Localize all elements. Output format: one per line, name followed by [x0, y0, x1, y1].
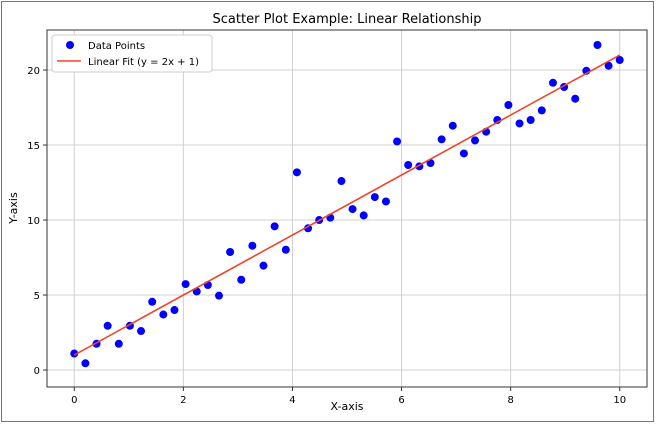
- x-tick-label: 4: [289, 395, 295, 406]
- data-point: [548, 78, 557, 87]
- data-point: [393, 137, 402, 146]
- data-point: [181, 280, 190, 289]
- y-tick-label: 10: [27, 216, 40, 227]
- data-point: [615, 56, 624, 64]
- y-tick-label: 5: [34, 291, 40, 302]
- data-point: [148, 297, 157, 306]
- data-point: [237, 275, 246, 284]
- legend: Data Points Linear Fit (y = 2x + 1): [51, 34, 213, 73]
- data-point: [259, 261, 268, 270]
- data-point: [381, 197, 390, 206]
- data-point: [537, 106, 546, 115]
- x-tick-label: 6: [398, 395, 404, 406]
- x-tick-label: 10: [613, 395, 626, 406]
- data-point: [404, 161, 413, 169]
- legend-label-data-points: Data Points: [88, 41, 145, 52]
- plot-area-border: [46, 29, 648, 388]
- y-tick-label: 15: [27, 141, 40, 152]
- data-point: [370, 193, 379, 202]
- data-point: [137, 327, 146, 336]
- data-point: [437, 135, 446, 144]
- data-point: [359, 211, 368, 220]
- data-point: [571, 94, 580, 103]
- data-point: [526, 116, 535, 124]
- data-point: [281, 245, 290, 254]
- x-tick-label: 2: [180, 395, 186, 406]
- data-point: [159, 310, 168, 319]
- y-axis-label: Y-axis: [7, 192, 20, 225]
- data-point: [114, 339, 123, 348]
- legend-box: [51, 34, 213, 73]
- data-point: [248, 241, 257, 250]
- data-point: [604, 61, 613, 70]
- data-point: [304, 224, 313, 233]
- data-point: [270, 222, 279, 231]
- linear-fit-line: [73, 54, 621, 356]
- data-point: [292, 168, 301, 177]
- legend-marker-data-points: [66, 41, 74, 49]
- data-point: [226, 248, 235, 256]
- x-axis-label: X-axis: [331, 400, 364, 413]
- data-point: [448, 121, 457, 130]
- legend-label-linear-fit: Linear Fit (y = 2x + 1): [88, 57, 199, 68]
- data-point: [337, 177, 346, 186]
- y-tick-label: 20: [27, 66, 40, 77]
- data-point: [459, 149, 468, 158]
- data-point: [214, 291, 223, 300]
- data-point: [70, 349, 79, 358]
- x-tick-label: 0: [71, 395, 77, 406]
- data-point: [348, 205, 357, 214]
- data-point: [471, 136, 480, 145]
- data-point: [515, 119, 524, 128]
- data-point: [103, 321, 112, 330]
- data-point: [170, 306, 179, 315]
- y-tick-label: 0: [34, 366, 40, 377]
- x-tick-label: 8: [507, 395, 513, 406]
- data-point: [504, 101, 513, 109]
- chart-title: Scatter Plot Example: Linear Relationshi…: [213, 12, 482, 27]
- data-point: [81, 359, 90, 368]
- data-point: [593, 41, 602, 49]
